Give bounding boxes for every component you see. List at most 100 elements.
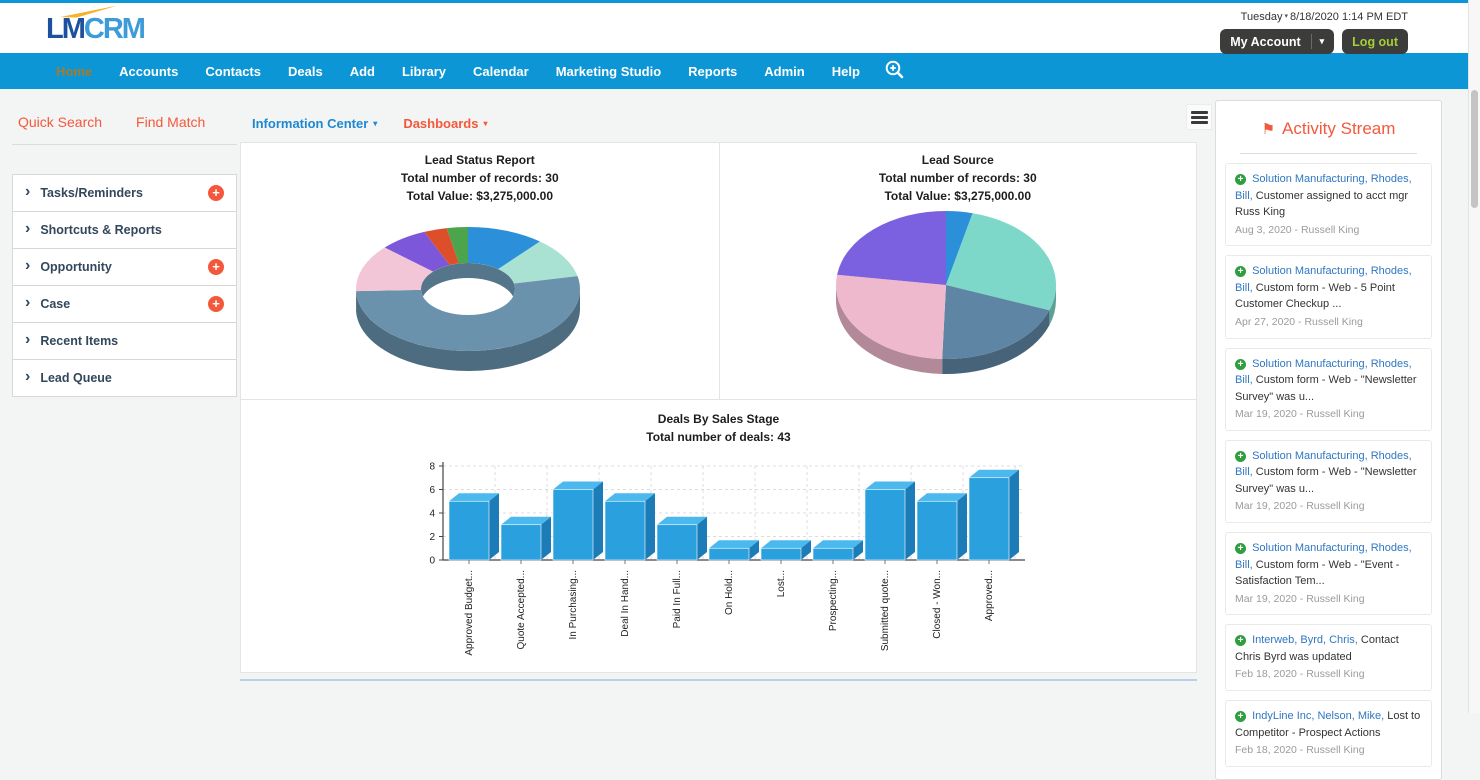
sidebar-section[interactable]: › Tasks/Reminders + [12, 174, 237, 212]
logout-button[interactable]: Log out [1342, 29, 1408, 54]
app-logo[interactable]: LMCRM [46, 13, 146, 45]
activity-entry: + Solution Manufacturing, Rhodes, Bill, … [1225, 439, 1432, 523]
svg-text:In Purchasing...: In Purchasing... [568, 570, 579, 639]
lead-source-pie[interactable] [720, 209, 1196, 395]
activity-link[interactable]: Solution Manufacturing, Rhodes, Bill, [1235, 542, 1412, 571]
sidebar-section-label: Tasks/Reminders [40, 186, 143, 200]
charts-panel: Lead Status Report Total number of recor… [240, 142, 1197, 673]
nav-item[interactable]: Add [349, 63, 375, 79]
nav-item[interactable]: Help [831, 63, 860, 79]
lead-source-chart: Lead Source Total number of records: 30 … [718, 143, 1197, 399]
activity-text: Customer assigned to acct mgr Russ King [1235, 189, 1409, 219]
plus-circle-icon: + [1235, 450, 1246, 462]
activity-date: Mar 19, 2020 - Russell King [1235, 408, 1365, 420]
activity-date: Apr 27, 2020 - Russell King [1235, 315, 1363, 328]
svg-text:2: 2 [429, 532, 435, 543]
activity-text: Custom form - Web - "Event - Satisfactio… [1235, 558, 1400, 588]
sidebar-section[interactable]: › Lead Queue [12, 359, 237, 397]
svg-text:Approved...: Approved... [984, 570, 995, 621]
nav-item[interactable]: Reports [688, 63, 738, 79]
nav-item[interactable]: Accounts [119, 63, 179, 79]
sidebar-section-label: Case [40, 297, 71, 311]
my-account-button[interactable]: My Account ▾ [1220, 29, 1335, 54]
nav-item[interactable]: Deals [287, 63, 323, 79]
nav-item[interactable]: Marketing Studio [555, 63, 662, 79]
svg-text:Quote Accepted...: Quote Accepted... [516, 570, 527, 650]
sidebar-section[interactable]: › Case + [12, 285, 237, 323]
sidebar-section[interactable]: › Recent Items [12, 322, 237, 360]
nav-item[interactable]: Calendar [473, 63, 529, 79]
svg-text:Paid In Full...: Paid In Full... [672, 570, 683, 628]
activity-text: Custom form - Web - "Newsletter Survey" … [1235, 374, 1417, 403]
activity-stream-panel: ⚑ Activity Stream + Solution Manufacturin… [1215, 100, 1442, 780]
vertical-scrollbar[interactable] [1468, 0, 1480, 713]
search-zoom-icon[interactable] [884, 59, 906, 81]
sidebar-section-label: Recent Items [40, 334, 119, 348]
chart-subtitle: Total number of deals: 43 [646, 430, 791, 444]
activity-link[interactable]: IndyLine Inc, Nelson, Mike, [1252, 710, 1385, 722]
dashboard-main: Information Center ▾ Dashboards ▾ Lead Sta… [240, 112, 1197, 681]
plus-circle-icon: + [1235, 174, 1246, 185]
sidebar-section[interactable]: › Shortcuts & Reports [12, 211, 237, 249]
chevron-right-icon: › [25, 219, 31, 237]
chevron-down-icon: ▾ [373, 118, 378, 128]
add-icon[interactable]: + [208, 185, 224, 201]
sidebar-section-label: Opportunity [40, 260, 112, 274]
information-center-menu[interactable]: Information Center ▾ [252, 115, 378, 131]
button-divider [1310, 34, 1312, 49]
quick-search-link[interactable]: Quick Search [18, 114, 103, 130]
svg-text:Closed - Won...: Closed - Won... [932, 570, 943, 639]
nav-item[interactable]: Home [56, 63, 93, 79]
activity-text: Custom form - Web - "Newsletter Survey" … [1235, 466, 1417, 495]
svg-text:Deal In Hand...: Deal In Hand... [620, 570, 631, 637]
sidebar-section[interactable]: › Opportunity + [12, 248, 237, 286]
activity-stream-header: ⚑ Activity Stream [1216, 101, 1441, 153]
add-icon[interactable]: + [208, 259, 224, 275]
activity-link[interactable]: Solution Manufacturing, Rhodes, Bill, [1235, 265, 1412, 294]
chart-title: Deals By Sales Stage [657, 412, 780, 426]
activity-entry: + Solution Manufacturing, Rhodes, Bill, … [1225, 255, 1432, 339]
activity-link[interactable]: Solution Manufacturing, Rhodes, Bill, [1235, 357, 1412, 387]
activity-link[interactable]: Interweb, Byrd, Chris, [1252, 634, 1358, 647]
dashboards-menu[interactable]: Dashboards ▾ [403, 115, 488, 131]
logo-lm: LM [46, 13, 86, 45]
nav-item[interactable]: Contacts [205, 63, 261, 79]
add-icon[interactable]: + [208, 296, 224, 312]
my-account-label: My Account [1230, 34, 1301, 49]
activity-entry: + Solution Manufacturing, Rhodes, Bill, … [1225, 347, 1432, 431]
activity-date: Mar 19, 2020 - Russell King [1235, 500, 1365, 513]
svg-text:8: 8 [429, 462, 435, 473]
top-accent-line [0, 0, 1480, 3]
chevron-right-icon: › [25, 367, 31, 385]
find-match-link[interactable]: Find Match [136, 114, 206, 130]
activity-link[interactable]: Solution Manufacturing, Rhodes, Bill, [1235, 173, 1412, 202]
lead-status-donut[interactable] [242, 209, 718, 395]
chevron-right-icon: › [25, 330, 31, 348]
chart-subtitle: Total Value: $3,275,000.00 [406, 189, 554, 203]
activity-text: Contact Chris Byrd was updated [1235, 634, 1399, 663]
sidebar-section-label: Shortcuts & Reports [40, 223, 162, 237]
chevron-right-icon: › [25, 293, 31, 311]
activity-link[interactable]: Solution Manufacturing, Rhodes, Bill, [1235, 449, 1412, 479]
chart-subtitle: Total number of records: 30 [400, 171, 559, 185]
activity-stream-title: Activity Stream [1282, 119, 1396, 138]
day-caret-icon[interactable]: ▾ [1284, 13, 1288, 20]
panel-bottom-accent [240, 679, 1197, 681]
activity-entry: + Solution Manufacturing, Rhodes, Bill, … [1225, 163, 1432, 247]
svg-text:4: 4 [429, 509, 435, 520]
plus-circle-icon: + [1235, 358, 1246, 370]
lead-status-chart: Lead Status Report Total number of recor… [241, 143, 719, 399]
svg-text:Prospecting...: Prospecting... [828, 570, 839, 631]
scrollbar-thumb[interactable] [1471, 90, 1478, 208]
activity-entry: + Interweb, Byrd, Chris, Contact Chris B… [1225, 624, 1432, 691]
chevron-down-icon: ▾ [483, 118, 488, 128]
sidebar-section-label: Lead Queue [40, 371, 112, 385]
nav-item[interactable]: Admin [764, 63, 805, 79]
activity-date: Aug 3, 2020 - Russell King [1235, 223, 1360, 236]
deals-bar-chart[interactable]: 0 2 4 6 8 Approved Budget... Quote Accepted...… [409, 454, 1029, 668]
svg-text:Approved Budget...: Approved Budget... [464, 570, 475, 656]
chart-subtitle: Total Value: $3,275,000.00 [884, 189, 1032, 203]
chevron-right-icon: › [25, 182, 31, 200]
menu-toggle-button[interactable] [1186, 104, 1212, 130]
nav-item[interactable]: Library [401, 63, 447, 79]
